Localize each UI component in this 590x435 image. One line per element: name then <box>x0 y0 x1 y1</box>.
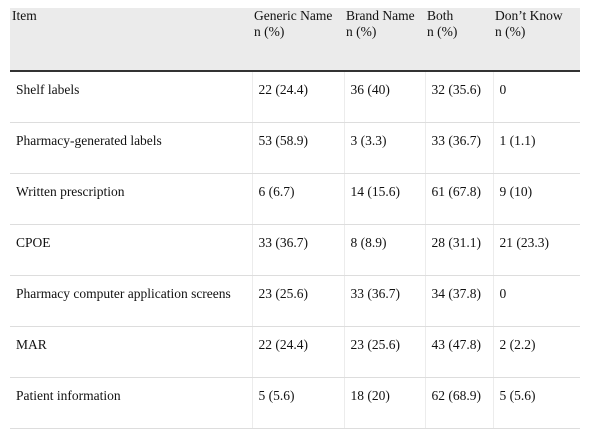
header-wrap: Generic Name n (%) <box>254 8 338 40</box>
cell: 33 (36.7) <box>251 224 344 276</box>
cell: 0 <box>492 275 580 327</box>
table-row: Patient information 5 (5.6) 18 (20) 62 (68.… <box>10 377 580 429</box>
table-row: MAR 22 (24.4) 23 (25.6) 43 (47.8) 2 (2.2) <box>10 326 580 378</box>
table-row: Written prescription 6 (6.7) 14 (15.6) 61 (… <box>10 173 580 225</box>
cell: 8 (8.9) <box>343 224 425 276</box>
header-wrap: Item <box>12 8 246 24</box>
table-row: Shelf labels 22 (24.4) 36 (40) 32 (35.6) 0 <box>10 71 580 123</box>
header-wrap: Both n (%) <box>427 8 487 40</box>
row-label: Shelf labels <box>10 71 252 123</box>
header-cell: Item <box>10 8 252 72</box>
header-cell: Generic Name n (%) <box>252 8 344 72</box>
cell: 36 (40) <box>343 71 425 123</box>
table-row: Pharmacy-generated labels 53 (58.9) 3 (3.3… <box>10 122 580 174</box>
cell: 22 (24.4) <box>251 326 344 378</box>
cell: 5 (5.6) <box>492 377 580 429</box>
cell: 3 (3.3) <box>343 122 425 174</box>
header-wrap: Brand Name n (%) <box>346 8 419 40</box>
column-unit: n (%) <box>346 24 377 39</box>
cell: 28 (31.1) <box>424 224 493 276</box>
table-header: Item Generic Name n (%) Brand Name n (%) Both… <box>10 8 580 72</box>
column-unit: n (%) <box>427 24 458 39</box>
header-cell: Don’t Know n (%) <box>493 8 580 72</box>
column-name: Both <box>427 8 454 23</box>
cell: 2 (2.2) <box>492 326 580 378</box>
column-unit: n (%) <box>254 24 285 39</box>
table-body: Shelf labels 22 (24.4) 36 (40) 32 (35.6) 0 Ph… <box>10 71 580 429</box>
cell: 1 (1.1) <box>492 122 580 174</box>
header-row: Item Generic Name n (%) Brand Name n (%) Both… <box>10 8 580 72</box>
cell: 32 (35.6) <box>424 71 493 123</box>
cell: 43 (47.8) <box>424 326 493 378</box>
header-cell: Brand Name n (%) <box>344 8 425 72</box>
data-table: Item Generic Name n (%) Brand Name n (%) Both… <box>10 8 580 429</box>
cell: 61 (67.8) <box>424 173 493 225</box>
row-label: Pharmacy computer application screens <box>10 275 252 327</box>
row-label: Pharmacy-generated labels <box>10 122 252 174</box>
cell: 33 (36.7) <box>343 275 425 327</box>
column-name: Item <box>12 8 37 23</box>
cell: 62 (68.9) <box>424 377 493 429</box>
cell: 34 (37.8) <box>424 275 493 327</box>
cell: 23 (25.6) <box>251 275 344 327</box>
table-row: CPOE 33 (36.7) 8 (8.9) 28 (31.1) 21 (23.3) <box>10 224 580 276</box>
cell: 6 (6.7) <box>251 173 344 225</box>
row-label: CPOE <box>10 224 252 276</box>
header-wrap: Don’t Know n (%) <box>495 8 574 40</box>
cell: 0 <box>492 71 580 123</box>
column-unit: n (%) <box>495 24 526 39</box>
row-label: Written prescription <box>10 173 252 225</box>
cell: 5 (5.6) <box>251 377 344 429</box>
cell: 23 (25.6) <box>343 326 425 378</box>
table-row: Pharmacy computer application screens 23 … <box>10 275 580 327</box>
cell: 14 (15.6) <box>343 173 425 225</box>
row-label: Patient information <box>10 377 252 429</box>
cell: 53 (58.9) <box>251 122 344 174</box>
row-label: MAR <box>10 326 252 378</box>
cell: 22 (24.4) <box>251 71 344 123</box>
cell: 33 (36.7) <box>424 122 493 174</box>
cell: 21 (23.3) <box>492 224 580 276</box>
column-name: Brand Name <box>346 8 415 23</box>
header-cell: Both n (%) <box>425 8 493 72</box>
column-name: Generic Name <box>254 8 333 23</box>
column-name: Don’t Know <box>495 8 563 23</box>
cell: 18 (20) <box>343 377 425 429</box>
cell: 9 (10) <box>492 173 580 225</box>
